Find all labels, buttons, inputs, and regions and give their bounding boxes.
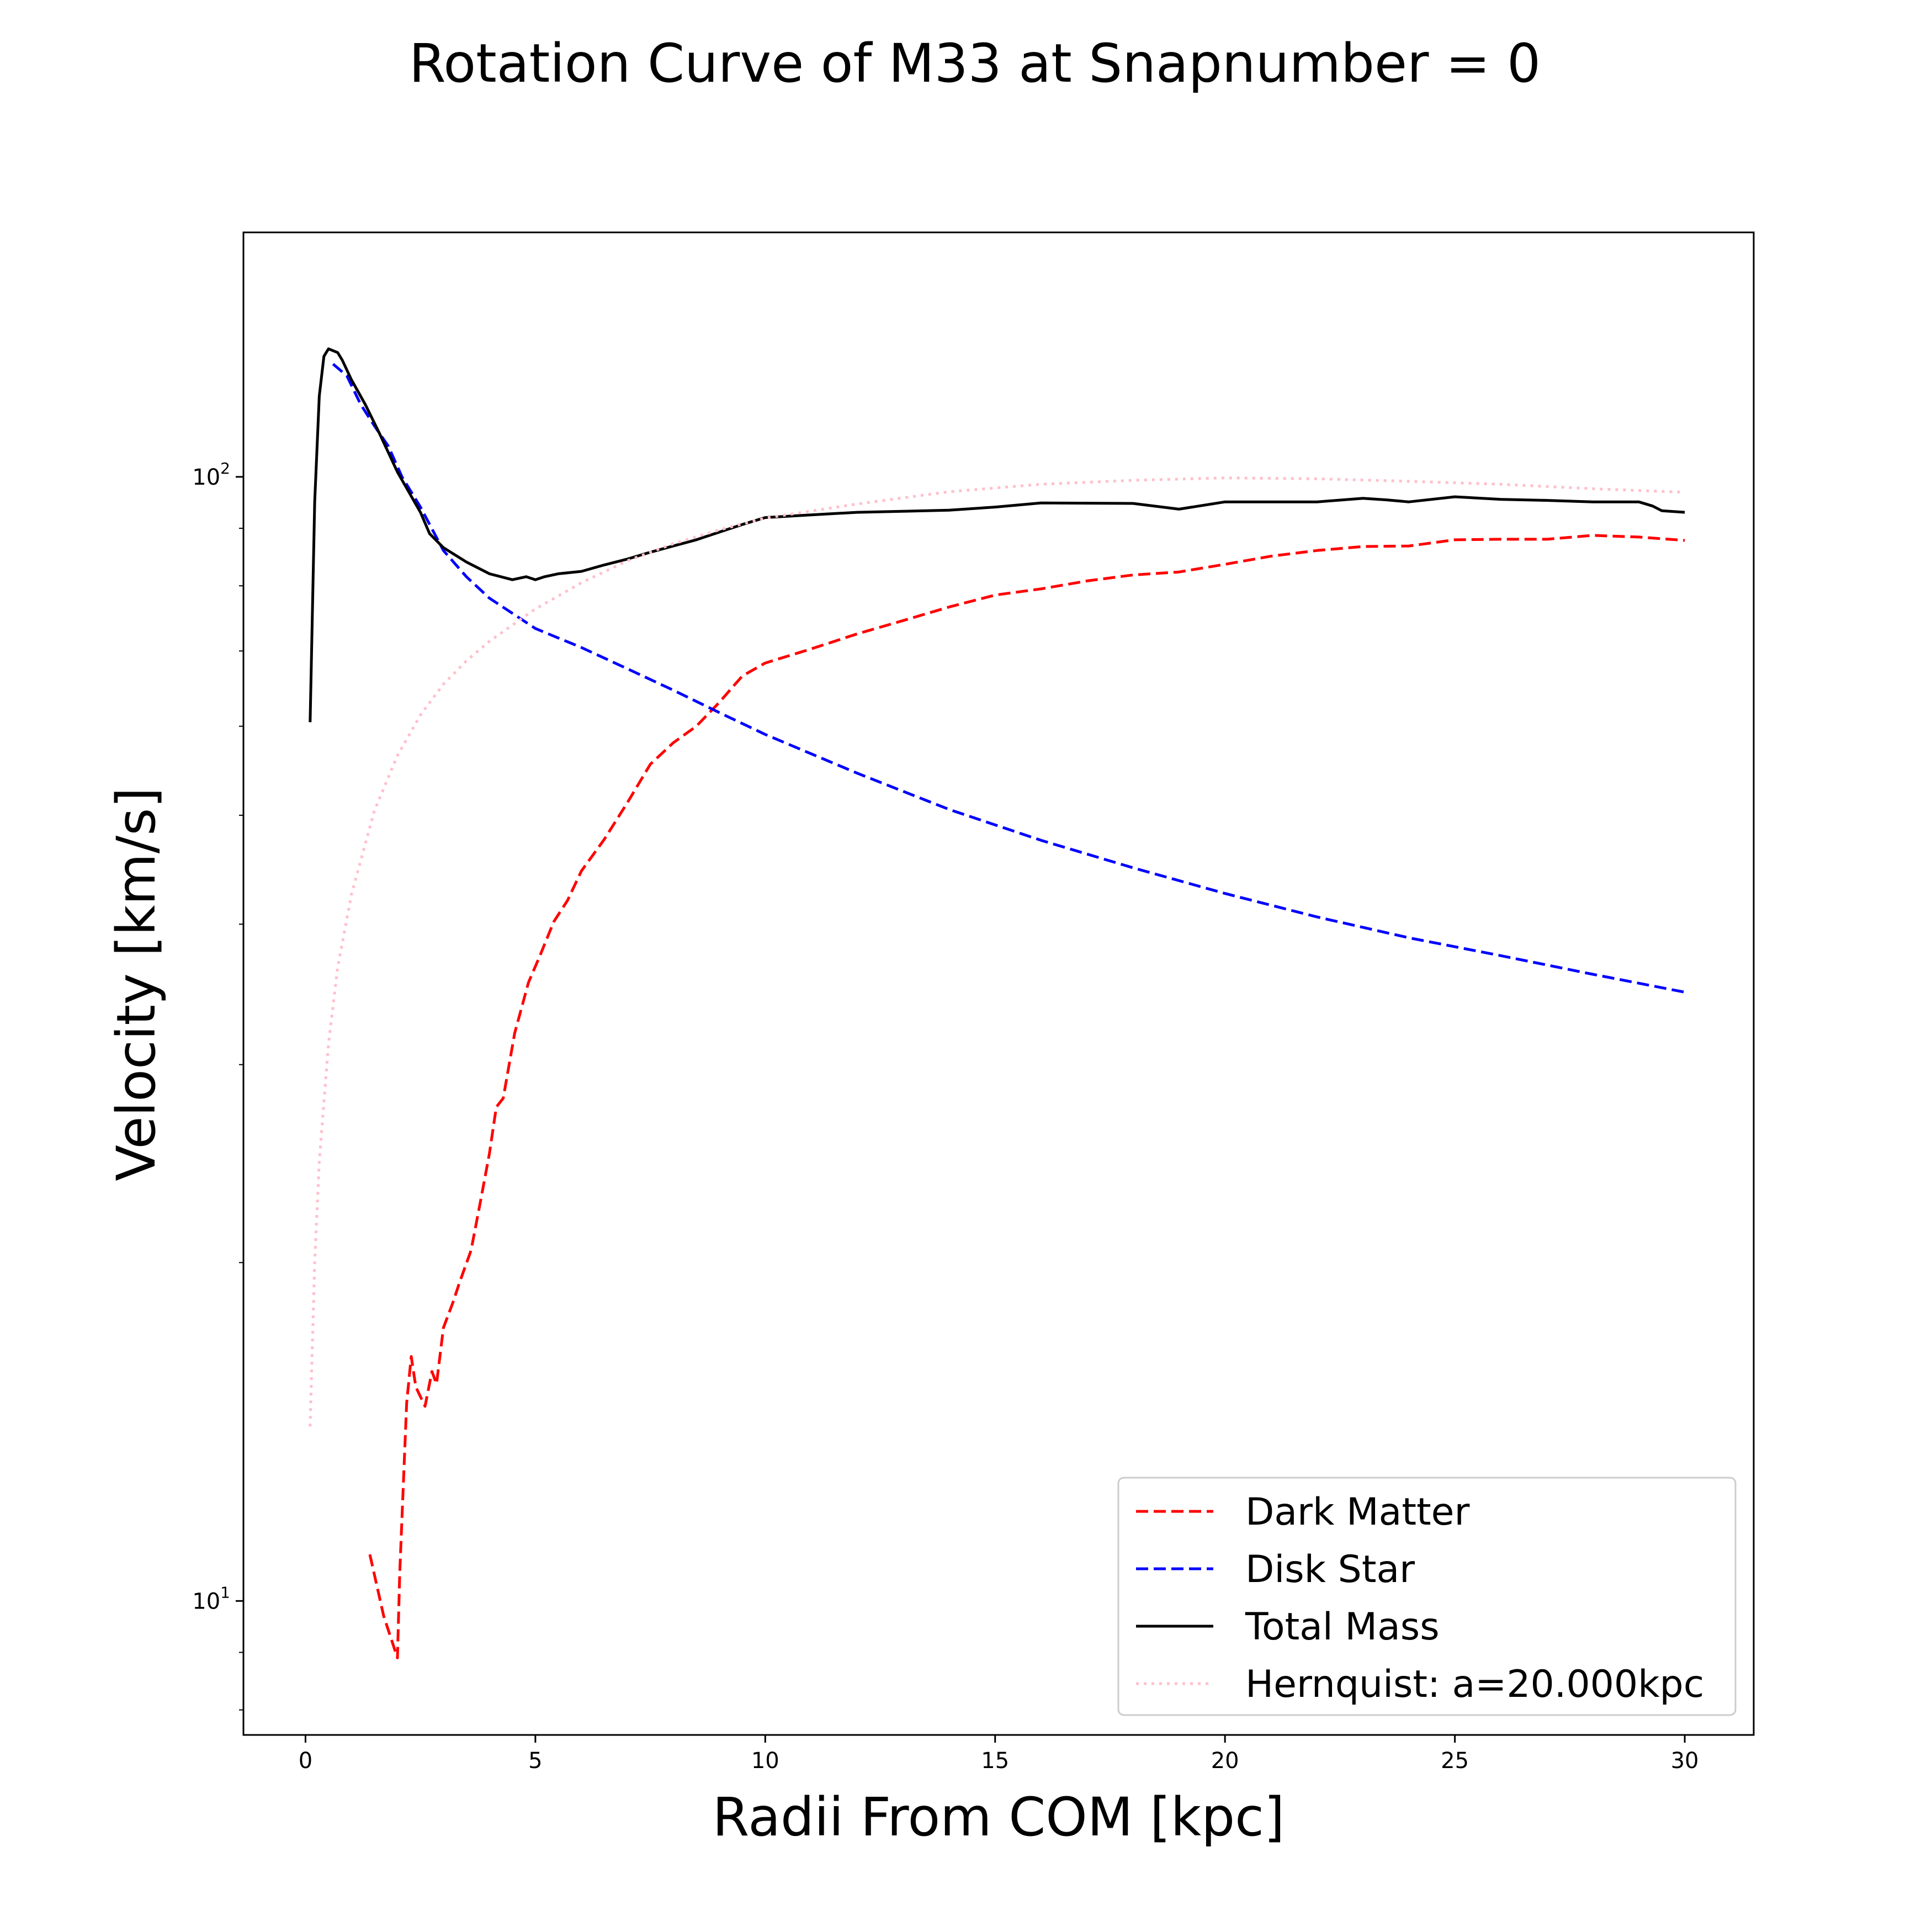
y-axis-label: Velocity [km/s] xyxy=(105,787,167,1181)
y-tick-label: 101 xyxy=(192,1583,230,1614)
series-line-total-mass xyxy=(309,347,1685,723)
x-axis: 0 5 10 15 20 25 30 xyxy=(299,1735,1699,1774)
legend: Dark Matter Disk Star Total Mass Hernquist:… xyxy=(1117,1477,1737,1716)
x-axis-label: Radii From COM [kpc] xyxy=(713,1786,1285,1848)
x-tick-label: 25 xyxy=(1441,1748,1469,1774)
x-tick-label: 5 xyxy=(528,1748,542,1774)
legend-label-dark-matter: Dark Matter xyxy=(1245,1490,1469,1534)
plot-frame xyxy=(242,231,1755,1736)
x-tick-label: 10 xyxy=(751,1748,779,1774)
y-axis: 101 102 xyxy=(192,459,243,1711)
x-tick-label: 15 xyxy=(981,1748,1009,1774)
legend-label-disk-star: Disk Star xyxy=(1245,1548,1415,1591)
series-layer xyxy=(309,347,1685,1659)
legend-label-hernquist-a-20-000kpc: Hernquist: a=20.000kpc xyxy=(1245,1663,1704,1706)
y-tick-label: 102 xyxy=(192,459,230,490)
x-tick-label: 20 xyxy=(1211,1748,1239,1774)
x-tick-label: 0 xyxy=(299,1748,312,1774)
series-line-hernquist-a-20-000kpc xyxy=(309,476,1685,1427)
series-line-disk-star xyxy=(332,363,1685,994)
x-tick-label: 30 xyxy=(1671,1748,1699,1774)
chart-title: Rotation Curve of M33 at Snapnumber = 0 xyxy=(409,33,1541,94)
legend-label-total-mass: Total Mass xyxy=(1245,1605,1440,1649)
series-line-dark-matter xyxy=(368,534,1685,1659)
legend-box xyxy=(1117,1477,1737,1716)
